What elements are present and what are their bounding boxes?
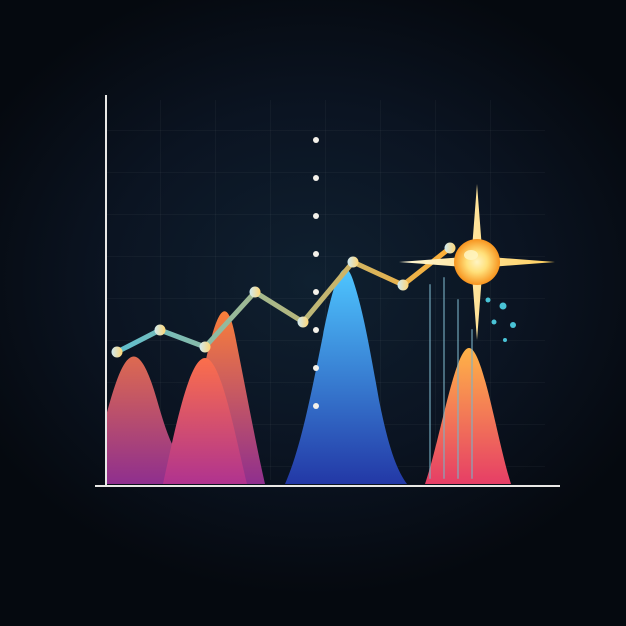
trend-point [348,257,359,268]
trend-point [200,342,211,353]
trend-point [250,287,261,298]
trend-point [112,347,123,358]
sun-sparkle-icon [377,162,577,362]
sun-highlight [464,250,478,260]
x-axis [95,485,560,487]
trend-point [155,325,166,336]
chart-canvas [0,0,626,626]
sun-orb [454,239,500,285]
y-axis [105,95,107,485]
trend-point [298,317,309,328]
